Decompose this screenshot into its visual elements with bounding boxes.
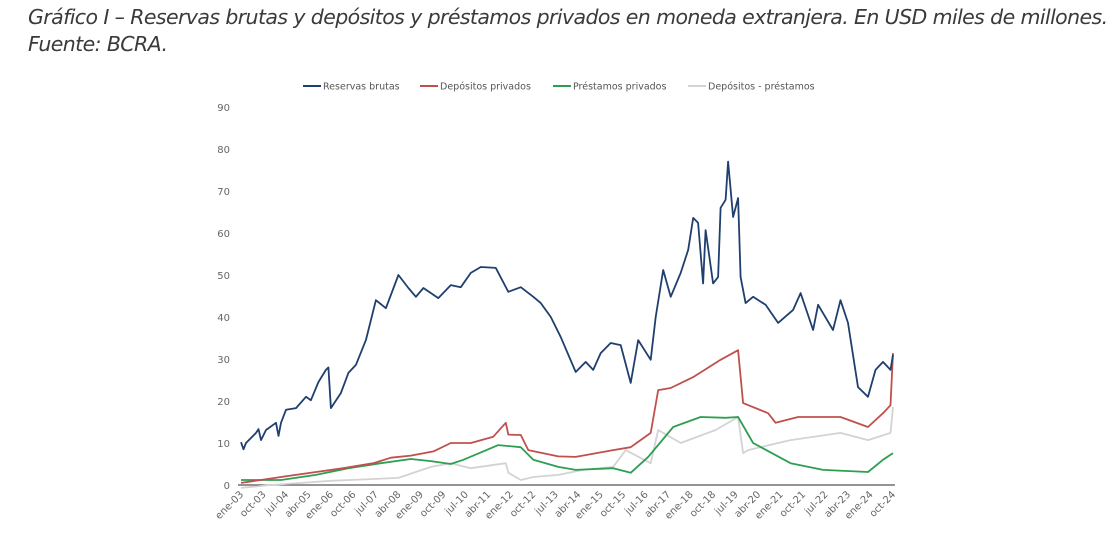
chart-title: Gráfico I – Reservas brutas y depósitos … bbox=[28, 4, 1108, 58]
y-tick-label: 40 bbox=[217, 313, 230, 324]
series-line-pr-stamos-privados bbox=[241, 416, 894, 481]
series-line-dep-sitos-privados bbox=[240, 349, 894, 484]
y-tick-label: 0 bbox=[224, 481, 230, 492]
chart-title-line: Gráfico I – Reservas brutas y depósitos … bbox=[28, 5, 1108, 29]
y-tick-label: 50 bbox=[217, 271, 230, 282]
y-tick-label: 80 bbox=[217, 145, 230, 156]
legend-label: Préstamos privados bbox=[573, 82, 666, 93]
y-tick-label: 20 bbox=[217, 397, 230, 408]
y-tick-label: 30 bbox=[217, 355, 230, 366]
chart-source: Fuente: BCRA. bbox=[28, 32, 168, 56]
x-tick-label: ene-03 bbox=[214, 489, 247, 522]
legend-label: Reservas brutas bbox=[323, 82, 400, 93]
series-line-dep-sitos-pr-stamos bbox=[240, 406, 894, 489]
y-tick-label: 10 bbox=[217, 439, 230, 450]
y-tick-label: 90 bbox=[217, 103, 230, 114]
series-line-reservas-brutas bbox=[240, 160, 894, 451]
y-tick-label: 70 bbox=[217, 187, 230, 198]
y-tick-label: 60 bbox=[217, 229, 230, 240]
legend-label: Depósitos - préstamos bbox=[708, 82, 815, 93]
legend-label: Depósitos privados bbox=[440, 82, 531, 93]
